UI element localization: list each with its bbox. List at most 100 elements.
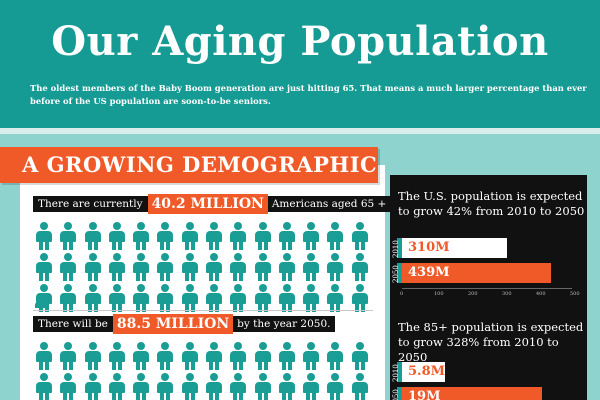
person-icon: [154, 222, 176, 250]
person-icon: [252, 342, 274, 370]
person-icon: [349, 222, 371, 250]
person-icon: [57, 373, 79, 400]
person-icon: [130, 373, 152, 400]
person-icon: [252, 222, 274, 250]
person-icon: [227, 222, 249, 250]
person-icon: [130, 253, 152, 281]
person-icon: [106, 222, 128, 250]
person-icon: [82, 373, 104, 400]
person-icon: [276, 342, 298, 370]
stat-current: There are currently 40.2 MILLION America…: [33, 194, 424, 214]
person-icon: [300, 222, 322, 250]
tick-label: 0: [400, 291, 404, 297]
person-icon: [252, 284, 274, 312]
people-grid-future: [33, 342, 373, 400]
person-icon: [252, 253, 274, 281]
person-icon: [82, 342, 104, 370]
person-icon: [179, 222, 201, 250]
stat-current-post: Americans aged 65 + older.: [267, 196, 424, 212]
stat-future-post: by the year 2050.: [233, 316, 335, 332]
person-icon: [82, 222, 104, 250]
person-icon: [57, 342, 79, 370]
person-icon: [57, 222, 79, 250]
tick-label: 300: [502, 291, 512, 297]
category-label: 2050: [392, 265, 400, 283]
chart1-title: The U.S. population is expected to grow …: [398, 189, 585, 218]
person-icon: [203, 253, 225, 281]
person-icon: [57, 253, 79, 281]
stat-future-pre: There will be: [33, 316, 113, 332]
person-icon: [324, 253, 346, 281]
person-icon: [82, 284, 104, 312]
person-icon: [130, 222, 152, 250]
person-icon: [106, 342, 128, 370]
person-icon: [33, 373, 55, 400]
bar: 5.8M: [402, 362, 445, 382]
bar: 310M: [402, 238, 508, 258]
person-icon: [324, 222, 346, 250]
tick-label: 100: [434, 291, 444, 297]
person-icon: [227, 253, 249, 281]
person-icon: [203, 222, 225, 250]
person-icon: [33, 222, 55, 250]
person-icon: [106, 253, 128, 281]
person-icon: [349, 373, 371, 400]
person-icon: [203, 284, 225, 312]
bar-marker: [397, 238, 402, 258]
tick-label: 500: [570, 291, 580, 297]
stat-future-number: 88.5 MILLION: [112, 314, 234, 334]
people-grid-current: [33, 222, 373, 312]
person-icon: [154, 253, 176, 281]
person-icon: [227, 342, 249, 370]
person-icon: [154, 342, 176, 370]
bar-marker: [397, 263, 402, 283]
person-icon: [349, 342, 371, 370]
person-icon: [130, 342, 152, 370]
person-icon: [82, 253, 104, 281]
divider: [33, 310, 373, 311]
person-icon: [324, 342, 346, 370]
person-icon: [33, 342, 55, 370]
person-icon: [154, 284, 176, 312]
person-icon: [203, 342, 225, 370]
person-icon: [179, 253, 201, 281]
person-icon: [349, 253, 371, 281]
person-icon: [276, 253, 298, 281]
x-axis: [402, 288, 572, 289]
person-icon: [179, 373, 201, 400]
person-icon: [300, 373, 322, 400]
person-icon: [252, 373, 274, 400]
tick-label: 200: [468, 291, 478, 297]
tick-label: 400: [536, 291, 546, 297]
person-icon: [179, 284, 201, 312]
header-banner: Our Aging Population The oldest members …: [0, 0, 600, 128]
stat-current-number: 40.2 MILLION: [147, 194, 268, 214]
stat-future: There will be 88.5 MILLION by the year 2…: [33, 314, 335, 334]
person-icon: [349, 284, 371, 312]
chart-us-population: 2010 310M 2050 439M 0 100 200 300 400 500: [390, 233, 587, 308]
person-icon: [106, 373, 128, 400]
category-label: 2010: [392, 364, 400, 382]
person-icon: [324, 373, 346, 400]
person-icon: [276, 222, 298, 250]
person-icon: [154, 373, 176, 400]
bar: 439M: [402, 263, 552, 283]
bar-marker: [397, 387, 402, 400]
chart-85plus-population: 2010 5.8M 2050 19M: [390, 357, 587, 400]
person-icon: [300, 284, 322, 312]
person-icon: [227, 373, 249, 400]
bar-marker: [397, 362, 402, 382]
bar: 19M: [402, 387, 543, 400]
projection-panel: The U.S. population is expected to grow …: [390, 175, 587, 400]
person-icon: [106, 284, 128, 312]
person-icon: [324, 284, 346, 312]
person-icon: [276, 373, 298, 400]
person-icon: [130, 284, 152, 312]
intro-text: The oldest members of the Baby Boom gene…: [30, 83, 587, 106]
person-icon: [35, 296, 47, 308]
category-label: 2050: [392, 389, 400, 400]
stat-current-pre: There are currently: [33, 196, 148, 212]
person-icon: [179, 342, 201, 370]
category-label: 2010: [392, 240, 400, 258]
page-title: Our Aging Population: [51, 18, 549, 65]
